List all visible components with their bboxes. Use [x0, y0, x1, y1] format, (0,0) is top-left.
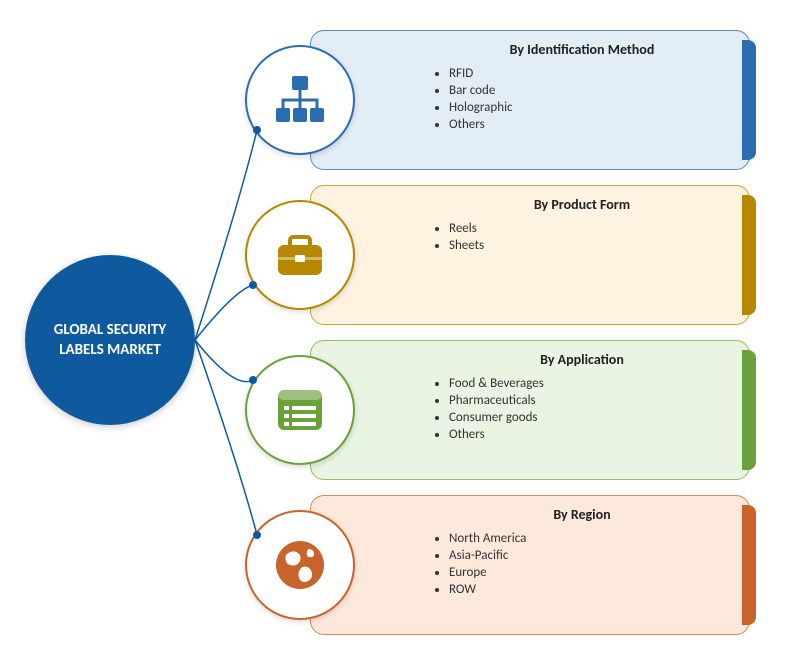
category-tab [742, 505, 756, 625]
category-3: By Region North America Asia-Pacific Europe… [310, 495, 750, 635]
briefcase-icon [245, 200, 355, 310]
category-box: By Application Food & Beverages Pharmaceut… [310, 340, 750, 480]
category-title: By Application [431, 351, 733, 368]
category-list: Reels Sheets [431, 221, 733, 253]
category-1: By Product Form Reels Sheets [310, 185, 750, 325]
category-list: RFID Bar code Holographic Others [431, 66, 733, 132]
hub-circle: GLOBAL SECURITY LABELS MARKET [25, 255, 195, 425]
category-title: By Product Form [431, 196, 733, 213]
list-item: ROW [449, 582, 733, 597]
list-item: Bar code [449, 83, 733, 98]
network-icon [245, 45, 355, 155]
list-item: RFID [449, 66, 733, 81]
category-2: By Application Food & Beverages Pharmaceut… [310, 340, 750, 480]
category-title: By Region [431, 506, 733, 523]
list-item: Asia-Pacific [449, 548, 733, 563]
category-box: By Product Form Reels Sheets [310, 185, 750, 325]
category-tab [742, 350, 756, 470]
category-title: By Identification Method [431, 41, 733, 58]
category-tab [742, 40, 756, 160]
list-item: Europe [449, 565, 733, 580]
list-item: Consumer goods [449, 410, 733, 425]
list-icon [245, 355, 355, 465]
category-list: Food & Beverages Pharmaceuticals Consumer … [431, 376, 733, 442]
list-item: Others [449, 427, 733, 442]
connector-dot [253, 531, 261, 539]
hub-label: GLOBAL SECURITY LABELS MARKET [25, 310, 195, 371]
connector-dot [249, 281, 257, 289]
connector-dot [253, 126, 261, 134]
category-0: By Identification Method RFID Bar code Holo… [310, 30, 750, 170]
connector-dot [249, 376, 257, 384]
list-item: Others [449, 117, 733, 132]
list-item: Sheets [449, 238, 733, 253]
list-item: Holographic [449, 100, 733, 115]
list-item: Reels [449, 221, 733, 236]
list-item: Pharmaceuticals [449, 393, 733, 408]
list-item: North America [449, 531, 733, 546]
category-list: North America Asia-Pacific Europe ROW [431, 531, 733, 597]
category-box: By Identification Method RFID Bar code Holo… [310, 30, 750, 170]
globe-icon [245, 510, 355, 620]
category-tab [742, 195, 756, 315]
category-box: By Region North America Asia-Pacific Europe… [310, 495, 750, 635]
list-item: Food & Beverages [449, 376, 733, 391]
